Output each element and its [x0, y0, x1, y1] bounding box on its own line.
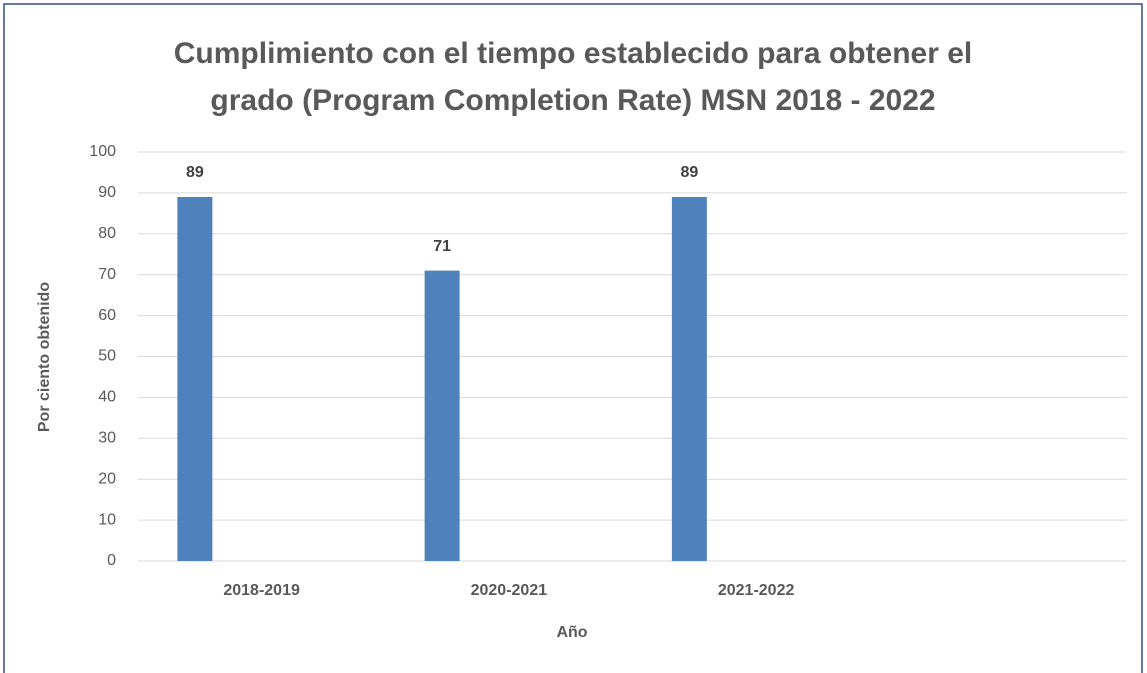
y-tick-label: 20: [98, 470, 116, 487]
y-tick-label: 70: [98, 266, 116, 283]
y-tick-label: 50: [98, 348, 116, 365]
y-tick-label: 80: [98, 225, 116, 242]
bar: [671, 196, 707, 562]
y-tick-label: 60: [98, 307, 116, 324]
y-tick-label: 40: [98, 389, 116, 406]
data-label: 89: [680, 164, 698, 181]
x-tick-label: 2018-2019: [223, 582, 300, 599]
x-tick-label: 2020-2021: [471, 582, 548, 599]
chart-title: Cumplimiento con el tiempo establecido p…: [173, 37, 973, 117]
x-axis-label: Año: [556, 624, 587, 641]
data-label: 89: [186, 164, 204, 181]
x-tick-label: 2021-2022: [718, 582, 795, 599]
y-tick-label: 30: [98, 430, 116, 447]
y-tick-label: 10: [98, 511, 116, 528]
bar: [177, 196, 213, 562]
data-label: 71: [433, 238, 451, 255]
y-tick-label: 90: [98, 184, 116, 201]
bar: [424, 270, 460, 561]
y-tick-label: 100: [89, 143, 116, 160]
y-axis-label: Por ciento obtenido: [36, 282, 53, 432]
y-tick-label: 0: [107, 552, 116, 569]
